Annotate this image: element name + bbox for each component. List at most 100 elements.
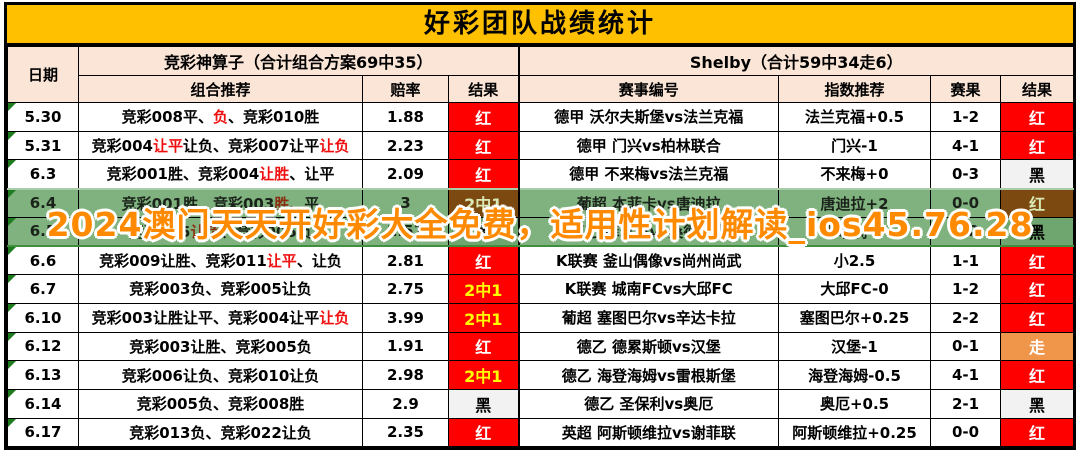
match-cell: 德甲 门兴vs柏林联合 [517,130,780,161]
result-cell-left: 2中1 [447,187,520,218]
index-pick-cell: 法兰克福+0.5 [778,102,932,132]
score-cell: 2-2 [930,302,1002,333]
col-header-index-pick: 指数推荐 [778,75,932,103]
combo-segment: 、竞彩005负 [220,222,312,241]
table-body: 5.30 竞彩008平、负、竞彩010胜 1.88 红德甲 沃尔夫斯堡vs法兰克福 法兰… [7,102,1075,448]
score-cell: 0-0 [930,417,1002,448]
combo-cell: 竞彩001胜、竞彩004让胜、让平 [78,159,363,190]
combo-segment: 竞彩003让胜让平、竞彩004让平 [91,309,320,328]
combo-segment-red: 让平 [152,137,183,156]
combo-segment-red: 负 [212,108,228,127]
watermark-text: 2024澳门天天开好彩大全免费，适用性计划解读_ios45.76.28 [46,205,1034,244]
date-cell: 6.3 [7,159,79,190]
result-cell-right: 红 [1000,360,1075,390]
combo-segment: 竞彩003负、竞彩005让负 [129,280,312,299]
combo-cell: 竞彩013负、竞彩022让负 [78,417,363,448]
match-cell: K联赛 釜山偶像vs尚州尚武 [517,245,780,276]
combo-segment: 竞彩008平、 [121,108,213,127]
result-cell-right: 红 [1000,102,1075,132]
date-cell: 6.17 [7,417,79,448]
index-pick-cell: 阿斯顿维拉+0.25 [778,417,932,448]
table-row: 6.13 竞彩006让负、竞彩010让负 2.98 2中1 德乙 海登海姆vs雷根斯堡海… [7,360,1075,390]
date-cell: 6.13 [7,360,79,390]
result-cell-left: 红 [447,159,520,190]
combo-segment-red: 让胜 [259,165,290,184]
match-cell: 葡超 本菲卡vs唐迪拉 [517,187,780,218]
combo-cell: 竞彩003让胜让平、竞彩004让平让负 [78,302,363,333]
odds-cell: 1.88 [362,102,449,132]
index-pick-cell: 奥厄+0.5 [778,388,932,419]
index-pick-cell: 塞图巴尔+0.25 [778,302,932,333]
score-cell: 2-1 [930,388,1002,419]
table-row: 5.31 竞彩004让平让负、竞彩007让平让负 2.23 红德甲 门兴vs柏林联合门… [7,130,1075,161]
combo-cell: 竞彩004让平让负、竞彩007让平让负 [78,130,363,161]
date-cell: 6.6 [7,245,79,276]
combo-segment: 竞彩001胜、竞彩004 [106,165,260,184]
index-pick-cell: 汉堡-1 [778,331,932,362]
combo-segment: 竞彩009让胜、竞彩011 [99,252,267,271]
result-cell-right: 红 [1000,245,1075,276]
combo-segment-red: 胜 [274,194,290,213]
combo-segment: 竞彩005负、竞彩008胜 [136,395,305,414]
combo-segment-red: 让负 [319,309,350,328]
result-cell-left: 红 [447,102,520,132]
score-cell: 0-3 [930,159,1002,190]
group-header-right: Shelby（合计59中34走6） [517,46,1075,76]
result-cell-right: 红 [1000,130,1075,161]
date-cell: 6.4 [7,187,79,218]
odds-cell: 1.91 [362,331,449,362]
table-row: 6.4 竞彩001胜、竞彩003胜、平 3 2中1 葡超 本菲卡vs唐迪拉 唐迪拉+2 0-… [7,187,1075,218]
combo-cell: 竞彩005负、竞彩008胜 [78,388,363,419]
index-pick-cell: 唐迪拉+2 [778,187,932,218]
date-cell: 5.31 [7,130,79,161]
table-header: 日期 竞彩神算子（合计组合方案69中35） Shelby（合计59中34走6） … [7,46,1075,103]
result-cell-right: 红 [1000,302,1075,333]
table-row: 5.30 竞彩008平、负、竞彩010胜 1.88 红德甲 沃尔夫斯堡vs法兰克福 法兰… [7,102,1075,132]
page-title: 好彩团队战绩统计 [7,5,1073,46]
match-cell: 德甲 沃尔夫斯堡vs法兰克福 [517,102,780,132]
result-cell-left: 2中1 [447,274,520,304]
stats-table: 日期 竞彩神算子（合计组合方案69中35） Shelby（合计59中34走6） … [7,46,1075,448]
table-row: 6.17 竞彩013负、竞彩022让负 2.35 红英超 阿斯顿维拉vs谢菲联 阿斯顿维… [7,417,1075,448]
match-cell: 葡超 塞图巴尔vs辛达卡拉 [517,302,780,333]
result-cell-left: 红 [447,331,520,362]
odds-cell: 2.9 [362,388,449,419]
result-cell-left: 2中1 [447,360,520,390]
score-cell: 1-2 [930,102,1002,132]
date-cell: 6.5 [7,216,79,247]
combo-segment: 、竞彩010胜 [228,108,320,127]
combo-segment: 竞彩006让负、竞彩010让负 [121,366,320,385]
combo-segment: 竞彩003让胜、竞彩005负 [129,337,312,356]
table-row: 6.7 竞彩003负、竞彩005让负 2.75 2中1 K联赛 城南FCvs大邱FC 大邱… [7,274,1075,304]
result-cell-right: 红 [1000,187,1075,218]
index-pick-cell: 门兴-1 [778,130,932,161]
table-row: 6.14 竞彩005负、竞彩008胜 2.9 黑德乙 圣保利vs奥厄 奥厄+0.5 2-1… [7,388,1075,419]
match-cell: 德乙 海登海姆vs雷根斯堡 [517,360,780,390]
group-header-left: 竞彩神算子（合计组合方案69中35） [77,46,520,76]
odds-cell: 2.81 [362,245,449,276]
score-cell: 4-1 [930,130,1002,161]
combo-cell: 竞彩008平、负、竞彩010胜 [78,102,363,132]
score-cell: 1-1 [930,245,1002,276]
combo-segment: 让负、竞彩007让平 [183,137,320,156]
date-cell: 6.14 [7,388,79,419]
odds-cell: 2.51 [362,216,449,247]
score-cell: 1-2 [930,216,1002,247]
result-cell-left: 2中1 [447,302,520,333]
result-cell-left: 黑 [447,388,520,419]
combo-segment: 、让负 [296,252,342,271]
date-cell: 5.30 [7,102,79,132]
index-pick-cell: 小2.5 [778,245,932,276]
match-cell: K联赛 城南FCvs大邱FC [517,274,780,304]
result-cell-right: 黑 [1000,216,1075,247]
col-header-score: 赛果 [930,75,1002,103]
match-cell: 德甲 不来梅vs法兰克福 [517,159,780,190]
combo-cell: 竞彩005让负、竞彩005负 [78,216,363,247]
col-header-date: 日期 [7,46,79,103]
combo-segment: 、让平 [289,165,335,184]
combo-segment-red: 让负 [319,137,350,156]
col-header-match: 赛事编号 [517,75,780,103]
odds-cell: 2.75 [362,274,449,304]
combo-segment: 、平 [289,194,320,213]
match-cell: 德乙 菲尔特vs桑德豪森 [517,216,780,247]
